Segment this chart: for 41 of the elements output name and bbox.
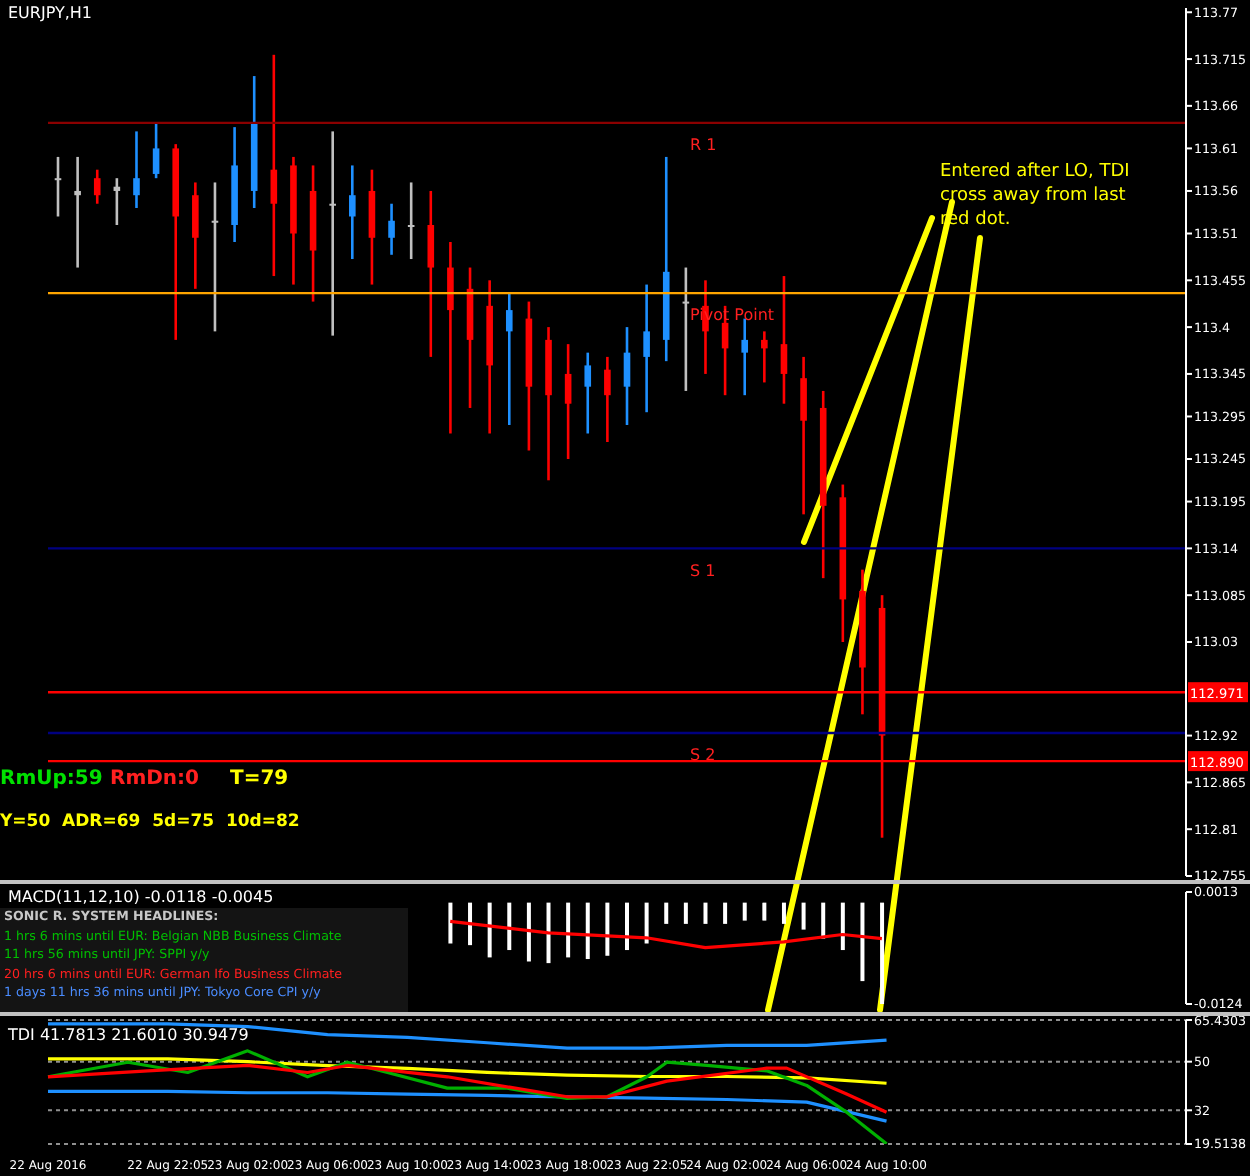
candlestick: [93, 168, 101, 206]
candlestick: [54, 155, 62, 218]
candlestick: [407, 181, 415, 261]
candlestick: [211, 181, 219, 333]
candlestick: [388, 202, 395, 257]
candlestick: [584, 351, 592, 435]
candlestick: [761, 330, 768, 384]
candlestick: [349, 164, 356, 261]
candlestick: [192, 181, 199, 291]
candlestick: [604, 355, 611, 444]
annotation: T=79: [230, 768, 289, 790]
line-series: [448, 919, 884, 950]
candlestick: [505, 291, 513, 427]
candlestick: [368, 168, 376, 286]
candlestick: [564, 342, 572, 461]
line-series: [46, 1049, 889, 1144]
annotation: RmUp:59: [0, 768, 103, 790]
annotation: Y=50 ADR=69 5d=75 10d=82: [0, 812, 300, 832]
chart-title: MACD(11,12,10) -0.0118 -0.0045: [8, 888, 274, 906]
candlestick: [74, 155, 81, 269]
ref-line-label: S 1: [690, 561, 716, 580]
candlestick: [329, 130, 336, 337]
candlestick: [152, 121, 160, 180]
candlestick: [270, 53, 278, 278]
candlestick: [623, 325, 631, 427]
line-series: [46, 1089, 889, 1123]
annotation: RmDn:0: [110, 768, 199, 790]
candlestick: [800, 355, 807, 516]
chart-title: TDI 41.7813 21.6010 30.9479: [8, 1026, 249, 1044]
line-series: [46, 1063, 889, 1114]
candlestick: [682, 266, 690, 393]
candlestick: [447, 240, 454, 435]
chart-title: EURJPY,H1: [8, 4, 93, 22]
candlestick: [780, 274, 788, 406]
line-series: [46, 1057, 889, 1085]
ref-line-label: S 2: [690, 746, 716, 765]
candlestick: [643, 283, 650, 414]
candlestick: [427, 189, 435, 359]
candlestick: [741, 317, 749, 397]
ref-line-label: R 1: [690, 136, 717, 155]
candlestick: [133, 130, 140, 210]
